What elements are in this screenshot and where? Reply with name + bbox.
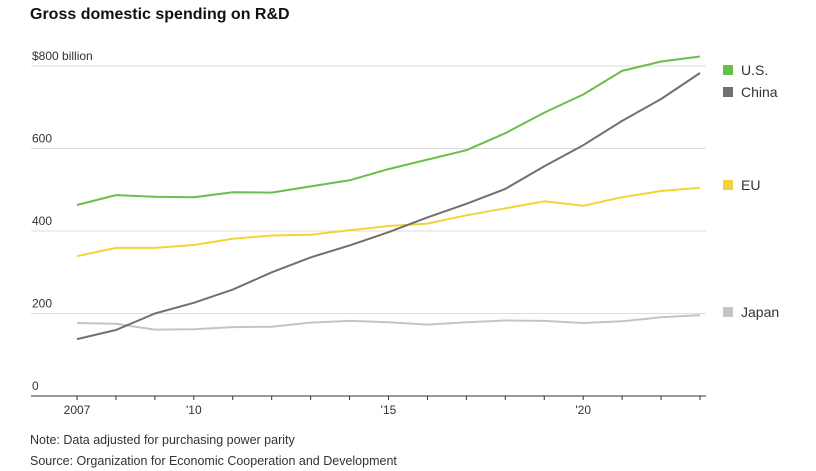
series-line-china bbox=[76, 72, 701, 341]
series-lines bbox=[76, 55, 701, 341]
x-tick-label: '10 bbox=[186, 403, 202, 417]
y-axis-tick-labels: 0 200 400 600 $800 billion bbox=[32, 49, 93, 393]
legend-swatch-eu bbox=[723, 180, 733, 190]
y-tick-label: 600 bbox=[32, 132, 52, 146]
legend-label-us: U.S. bbox=[741, 62, 768, 78]
legend-swatch-us bbox=[723, 65, 733, 75]
x-tick-label: '15 bbox=[381, 403, 397, 417]
line-chart: 0 200 400 600 $800 billion 2007 '10 '15 '20 U.S… bbox=[31, 49, 779, 417]
x-tick-label: '20 bbox=[575, 403, 591, 417]
y-tick-label: 400 bbox=[32, 214, 52, 228]
x-axis: 2007 '10 '15 '20 bbox=[31, 395, 706, 417]
y-tick-label: $800 billion bbox=[32, 49, 93, 63]
chart-source: Source: Organization for Economic Cooper… bbox=[30, 454, 397, 468]
chart-title: Gross domestic spending on R&D bbox=[30, 6, 290, 23]
series-line-japan bbox=[76, 314, 701, 331]
series-line-us bbox=[76, 55, 701, 206]
series-line-eu bbox=[76, 186, 701, 258]
legend-label-eu: EU bbox=[741, 177, 760, 193]
legend: U.S. China EU Japan bbox=[723, 62, 779, 320]
y-tick-label: 200 bbox=[32, 297, 52, 311]
legend-swatch-japan bbox=[723, 307, 733, 317]
legend-label-china: China bbox=[741, 84, 778, 100]
legend-swatch-china bbox=[723, 87, 733, 97]
gridlines bbox=[31, 65, 706, 314]
y-tick-label: 0 bbox=[32, 379, 39, 393]
legend-label-japan: Japan bbox=[741, 304, 779, 320]
x-tick-label: 2007 bbox=[64, 403, 91, 417]
chart-note: Note: Data adjusted for purchasing power… bbox=[30, 433, 295, 447]
